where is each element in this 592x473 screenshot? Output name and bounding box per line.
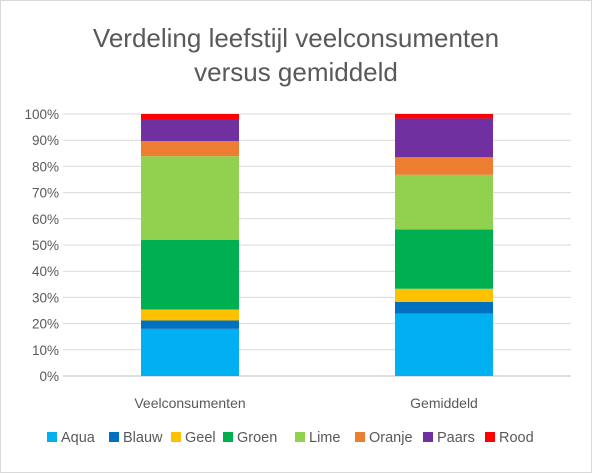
y-tick-label: 50% <box>32 238 59 253</box>
bar-segment-groen <box>141 239 239 310</box>
bar-segment-paars <box>141 118 239 141</box>
bar-segment-lime <box>395 174 493 230</box>
bar-stacks <box>141 114 493 376</box>
bar-segment-paars <box>395 118 493 158</box>
bar-segment-geel <box>395 288 493 302</box>
y-tick-label: 90% <box>32 133 59 148</box>
legend-label: Rood <box>499 430 534 446</box>
legend-swatch <box>485 432 495 442</box>
y-tick-label: 30% <box>32 290 59 305</box>
y-tick-label: 100% <box>24 107 59 122</box>
bar-segment-oranje <box>395 157 493 175</box>
bar-stack <box>141 114 239 376</box>
legend-swatch <box>423 432 433 442</box>
legend-label: Paars <box>437 430 475 446</box>
legend-swatch <box>171 432 181 442</box>
bar-segment-aqua <box>395 313 493 376</box>
bar-segment-rood <box>395 114 493 119</box>
legend-label: Geel <box>185 430 216 446</box>
legend-item: Lime <box>295 430 340 446</box>
legend-item: Aqua <box>47 430 96 446</box>
y-tick-label: 40% <box>32 264 59 279</box>
bar-segment-aqua <box>141 328 239 376</box>
legend-label: Lime <box>309 430 340 446</box>
gridlines <box>63 113 571 377</box>
legend-item: Geel <box>171 430 216 446</box>
bar-segment-lime <box>141 156 239 240</box>
legend-item: Blauw <box>109 430 163 446</box>
y-axis-tick-labels: 0% 10% 20% 30% 40% 50% 60% 70% 80% 90% 100% <box>24 107 59 384</box>
bar-segment-geel <box>141 309 239 321</box>
y-tick-label: 10% <box>32 343 59 358</box>
legend-item: Paars <box>423 430 475 446</box>
y-tick-label: 20% <box>32 317 59 332</box>
y-tick-label: 80% <box>32 159 59 174</box>
legend-label: Oranje <box>369 430 413 446</box>
legend-label: Aqua <box>61 430 96 446</box>
legend-swatch <box>47 432 57 442</box>
bar-segment-oranje <box>141 140 239 157</box>
legend-item: Groen <box>223 430 277 446</box>
chart-title: Verdeling leefstijl veelconsumenten vers… <box>93 23 499 87</box>
legend-item: Oranje <box>355 430 413 446</box>
bar-segment-rood <box>141 114 239 119</box>
chart-title-line-2: versus gemiddeld <box>194 57 398 87</box>
y-tick-label: 60% <box>32 212 59 227</box>
y-tick-label: 70% <box>32 186 59 201</box>
x-axis-category-labels: Veelconsumenten Gemiddeld <box>134 395 478 411</box>
y-tick-label: 0% <box>39 369 59 384</box>
chart-title-line-1: Verdeling leefstijl veelconsumenten <box>93 23 499 53</box>
legend-swatch <box>223 432 233 442</box>
legend-swatch <box>109 432 119 442</box>
legend-swatch <box>295 432 305 442</box>
bar-stack <box>395 114 493 376</box>
legend: Aqua Blauw Geel Groen Lime Oranje Paars Rood <box>47 430 534 446</box>
bar-segment-blauw <box>141 320 239 329</box>
x-category-label: Gemiddeld <box>410 395 478 411</box>
legend-label: Blauw <box>123 430 163 446</box>
legend-swatch <box>355 432 365 442</box>
x-category-label: Veelconsumenten <box>134 395 245 411</box>
legend-label: Groen <box>237 430 277 446</box>
bar-segment-blauw <box>395 301 493 314</box>
bar-segment-groen <box>395 229 493 289</box>
legend-item: Rood <box>485 430 534 446</box>
